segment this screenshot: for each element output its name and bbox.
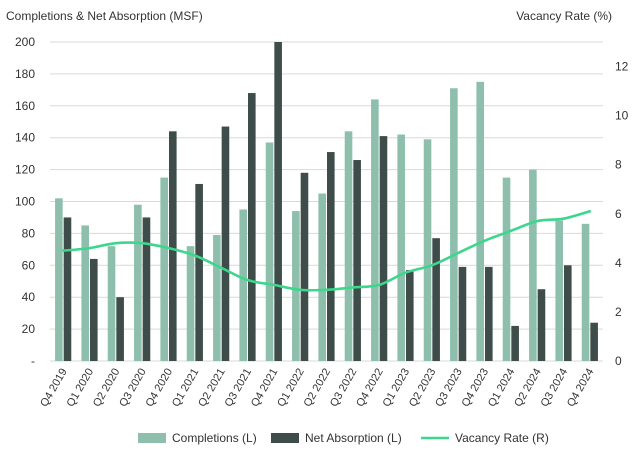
left-tick-label: 120: [15, 163, 35, 177]
legend-swatch-net-absorption: [271, 433, 299, 443]
net-absorption-bar: [90, 258, 98, 361]
completions-bar: [107, 246, 116, 361]
right-tick-label: 12: [615, 60, 629, 74]
bars: [55, 42, 598, 362]
completions-bar: [81, 225, 89, 361]
legend: Completions (L) Net Absorption (L) Vacancy…: [138, 431, 549, 445]
net-absorption-bar: [458, 266, 467, 361]
net-absorption-bar: [300, 172, 309, 361]
completions-bar: [450, 88, 458, 361]
legend-label-net-absorption: Net Absorption (L): [305, 431, 402, 445]
gridlines: [50, 41, 603, 362]
legend-swatch-completions: [138, 433, 166, 443]
vacancy-rate-line: [61, 210, 592, 292]
net-absorption-bar: [353, 160, 361, 361]
completions-bar: [186, 246, 195, 361]
left-tick-label: 140: [15, 131, 35, 145]
net-absorption-bar: [116, 297, 124, 361]
completions-bar: [397, 134, 405, 361]
net-absorption-bar: [327, 152, 335, 361]
net-absorption-bar: [564, 265, 572, 361]
completions-bar: [239, 209, 247, 361]
completions-bar: [318, 193, 326, 361]
net-absorption-bar: [274, 42, 282, 361]
completions-bar: [476, 81, 484, 361]
net-absorption-bar: [511, 325, 519, 361]
completions-bar: [581, 223, 590, 361]
net-absorption-bar: [248, 93, 256, 361]
completions-bar: [213, 234, 221, 361]
completions-bar: [423, 139, 432, 361]
net-absorption-bar: [379, 136, 388, 361]
completions-bar: [555, 220, 563, 361]
left-tick-label: -: [31, 354, 35, 368]
left-tick-label: 200: [15, 35, 35, 49]
net-absorption-bar: [485, 266, 493, 361]
net-absorption-bar: [221, 126, 230, 361]
left-tick-label: 100: [15, 195, 35, 209]
completions-bar: [160, 177, 168, 361]
vacancy-line: [61, 210, 592, 292]
net-absorption-bar: [590, 322, 598, 361]
right-tick-label: 0: [615, 354, 622, 368]
net-absorption-bar: [63, 217, 72, 361]
left-tick-label: 60: [22, 258, 36, 272]
net-absorption-bar: [142, 217, 151, 361]
left-tick-label: 180: [15, 67, 35, 81]
right-tick-label: 2: [615, 305, 622, 319]
right-tick-label: 8: [615, 158, 622, 172]
right-tick-label: 10: [615, 109, 629, 123]
right-axis: 0 2 4 6 8 10 12: [615, 60, 629, 368]
right-axis-title: Vacancy Rate (%): [516, 9, 612, 23]
left-axis-title: Completions & Net Absorption (MSF): [6, 9, 203, 23]
right-tick-label: 4: [615, 256, 622, 270]
completions-bar: [292, 211, 300, 361]
completions-bar: [265, 142, 274, 361]
net-absorption-bar: [195, 183, 203, 361]
left-tick-label: 40: [22, 290, 36, 304]
completions-bar: [371, 99, 379, 362]
legend-label-completions: Completions (L): [172, 431, 257, 445]
completions-bar: [55, 198, 63, 361]
completions-bar: [529, 169, 537, 361]
net-absorption-bar: [537, 289, 546, 361]
net-absorption-bar: [432, 238, 440, 361]
completions-bar: [344, 131, 353, 361]
net-absorption-bar: [406, 270, 414, 361]
legend-label-vacancy-rate: Vacancy Rate (R): [455, 431, 549, 445]
completions-bar: [502, 177, 511, 361]
right-tick-label: 6: [615, 207, 622, 221]
left-axis: - 20 40 60 80 100 120 140 160 180 200: [15, 35, 35, 368]
net-absorption-bar: [169, 131, 177, 361]
left-tick-label: 160: [15, 99, 35, 113]
left-tick-label: 20: [22, 322, 36, 336]
completions-bar: [134, 204, 142, 361]
left-tick-label: 80: [22, 226, 36, 240]
